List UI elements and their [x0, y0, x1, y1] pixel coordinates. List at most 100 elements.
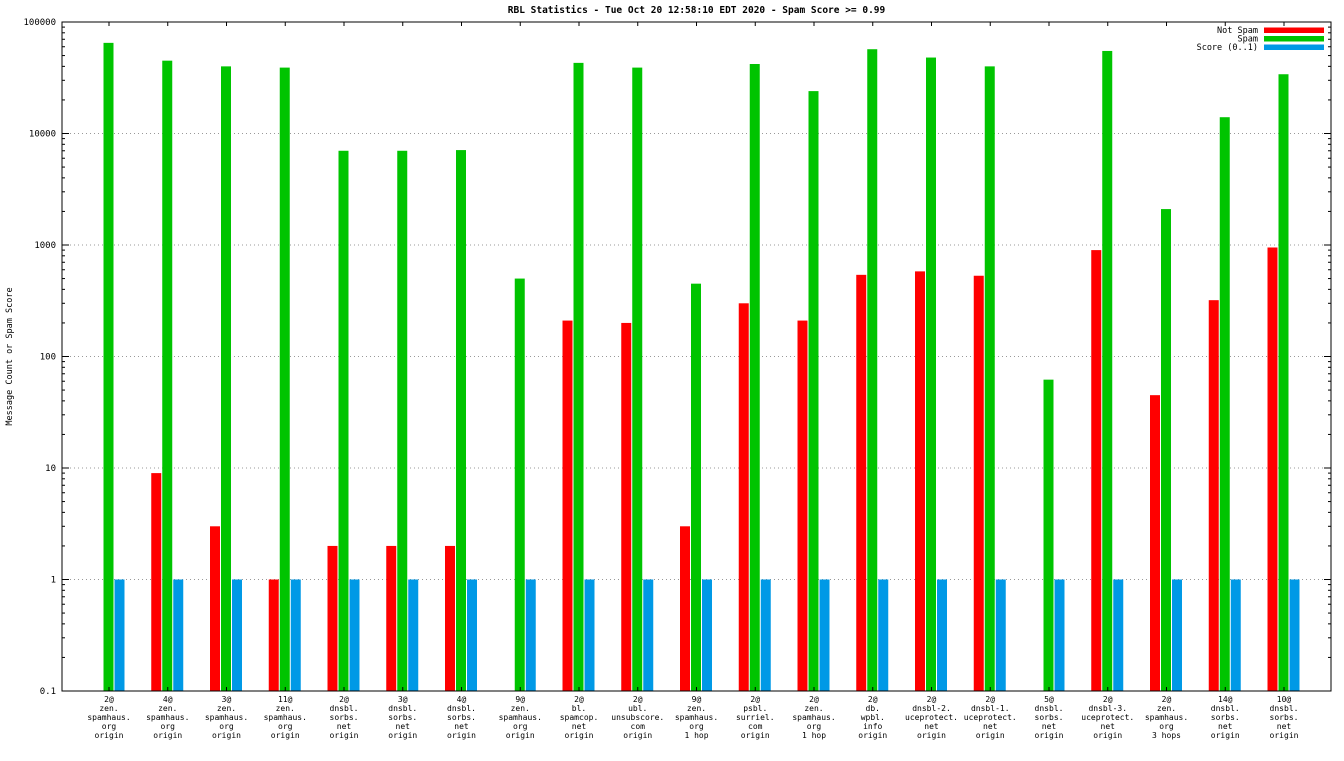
x-tick-label: zen. — [99, 704, 118, 713]
x-tick-label: net — [337, 722, 352, 731]
x-tick-label: sorbs. — [330, 713, 359, 722]
spam-bar — [632, 67, 643, 691]
x-tick-label: com — [631, 722, 646, 731]
spam-bar — [397, 150, 408, 691]
legend-swatch-not-spam — [1264, 27, 1324, 33]
y-tick-label: 10000 — [29, 130, 56, 140]
x-tick-label: 2@ — [104, 695, 114, 704]
x-tick-label: 5@ — [1044, 695, 1054, 704]
x-tick-label: net — [1218, 722, 1233, 731]
spam-bar — [867, 49, 878, 691]
x-tick-label: org — [219, 722, 234, 731]
not-spam-bar — [268, 579, 279, 691]
spam-bar — [514, 278, 525, 691]
x-tick-label: origin — [330, 731, 359, 740]
score-0-1-bar — [819, 579, 830, 691]
x-tick-label: org — [689, 722, 704, 731]
x-tick-label: origin — [153, 731, 182, 740]
not-spam-bar — [1267, 247, 1278, 691]
score-0-1-bar — [1289, 579, 1300, 691]
x-tick-label: ubl. — [628, 704, 647, 713]
chart-title: RBL Statistics - Tue Oct 20 12:58:10 EDT… — [508, 5, 886, 16]
legend-label-spam: Spam — [1238, 35, 1258, 45]
x-tick-label: origin — [95, 731, 124, 740]
x-tick-label: psbl. — [743, 704, 767, 713]
x-tick-label: net — [572, 722, 587, 731]
x-tick-label: info — [863, 722, 882, 731]
score-0-1-bar — [1113, 579, 1124, 691]
legend-label-not-spam: Not Spam — [1217, 26, 1258, 36]
x-tick-label: dnsbl. — [330, 704, 359, 713]
spam-bar — [1219, 117, 1230, 691]
not-spam-bar — [1150, 395, 1160, 691]
spam-bar — [984, 66, 995, 692]
x-tick-label: sorbs. — [1270, 713, 1299, 722]
x-tick-label: zen. — [804, 704, 823, 713]
x-tick-label: spamhaus. — [499, 713, 542, 722]
x-tick-label: zen. — [1157, 704, 1176, 713]
x-tick-label: origin — [741, 731, 770, 740]
x-tick-label: 2@ — [809, 695, 819, 704]
x-tick-label: net — [983, 722, 998, 731]
y-tick-label: 1000 — [34, 241, 56, 251]
x-tick-label: uceprotect. — [1081, 713, 1134, 722]
x-tick-label: net — [396, 722, 411, 731]
spam-bar — [103, 42, 114, 691]
not-spam-bar — [151, 473, 162, 691]
x-tick-label: net — [454, 722, 469, 731]
spam-bar — [573, 62, 584, 691]
legend-swatch-score-0-1 — [1264, 44, 1324, 50]
x-tick-label: origin — [1035, 731, 1064, 740]
score-0-1-bar — [173, 579, 184, 691]
x-tick-label: origin — [212, 731, 241, 740]
x-tick-label: 9@ — [692, 695, 702, 704]
x-tick-label: 3@ — [222, 695, 232, 704]
not-spam-bar — [327, 545, 338, 691]
y-tick-label: 0.1 — [40, 687, 56, 697]
y-tick-label: 10 — [45, 464, 56, 474]
spam-bar — [1102, 50, 1113, 691]
not-spam-bar — [680, 526, 690, 691]
x-tick-label: org — [807, 722, 822, 731]
x-tick-label: zen. — [217, 704, 236, 713]
x-tick-label: zen. — [687, 704, 706, 713]
spam-bar — [926, 57, 936, 691]
x-tick-label: origin — [858, 731, 887, 740]
spam-bar — [279, 67, 290, 691]
not-spam-bar — [856, 274, 867, 691]
x-tick-label: spamhaus. — [1145, 713, 1188, 722]
x-tick-label: origin — [976, 731, 1005, 740]
x-tick-label: dnsbl. — [388, 704, 417, 713]
x-tick-label: 11@ — [278, 695, 293, 704]
x-tick-label: 4@ — [457, 695, 467, 704]
not-spam-bar — [210, 526, 220, 691]
x-tick-label: org — [1159, 722, 1174, 731]
not-spam-bar — [738, 303, 749, 691]
spam-bar — [808, 91, 819, 691]
x-tick-label: spamcop. — [560, 713, 599, 722]
score-0-1-bar — [525, 579, 536, 691]
x-tick-label: 4@ — [163, 695, 173, 704]
x-tick-label: net — [1101, 722, 1116, 731]
score-0-1-bar — [702, 579, 712, 691]
x-tick-label: wpbl. — [861, 713, 885, 722]
x-tick-label: spamhaus. — [792, 713, 835, 722]
x-tick-label: sorbs. — [1211, 713, 1240, 722]
spam-bar — [1278, 74, 1289, 691]
x-tick-label: 2@ — [868, 695, 878, 704]
x-tick-label: dnsbl. — [1035, 704, 1064, 713]
x-tick-label: origin — [623, 731, 652, 740]
score-0-1-bar — [232, 579, 242, 691]
legend-label-score-0-1: Score (0..1) — [1197, 43, 1258, 53]
score-0-1-bar — [760, 579, 771, 691]
x-tick-label: db. — [866, 704, 880, 713]
score-0-1-bar — [114, 579, 125, 691]
x-tick-label: org — [161, 722, 176, 731]
x-tick-label: 2@ — [574, 695, 584, 704]
score-0-1-bar — [408, 579, 419, 691]
x-tick-label: spamhaus. — [205, 713, 248, 722]
x-tick-label: sorbs. — [388, 713, 417, 722]
x-tick-label: com — [748, 722, 763, 731]
